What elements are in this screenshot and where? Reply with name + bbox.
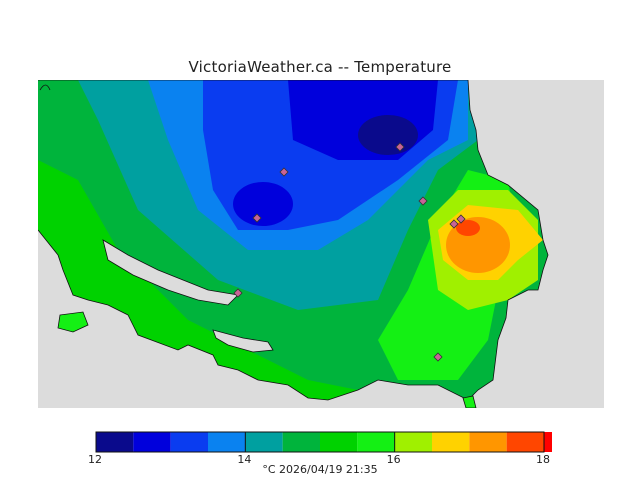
inlet-water [102, 239, 239, 306]
legend-tick-label: 18 [536, 453, 550, 466]
station-marker [433, 352, 443, 362]
page-title: VictoriaWeather.ca -- Temperature [188, 58, 452, 76]
temperature-map [38, 80, 604, 408]
weather-stations [233, 142, 466, 362]
legend-bin [469, 432, 507, 452]
legend-tick-label: 14 [237, 453, 252, 466]
legend-bin [394, 432, 432, 452]
legend-bin [432, 432, 470, 452]
legend-bin [170, 432, 208, 452]
station-marker [233, 288, 243, 298]
legend-bin [544, 432, 552, 452]
coastline-detail [39, 84, 51, 91]
station-marker [395, 142, 405, 152]
legend-bin [357, 432, 395, 452]
legend-bin [208, 432, 246, 452]
legend-bin [506, 432, 544, 452]
legend-bin [96, 432, 134, 452]
islet-south [462, 395, 477, 408]
station-marker [252, 213, 262, 223]
station-marker [456, 214, 466, 224]
station-marker [279, 167, 289, 177]
harbour-water [212, 329, 274, 353]
legend-tick-label: 16 [386, 453, 401, 466]
legend-bin [282, 432, 320, 452]
legend-tick-label: 12 [88, 453, 102, 466]
legend-bin [320, 432, 358, 452]
legend-bin [133, 432, 171, 452]
coastline [38, 80, 549, 401]
station-marker [449, 219, 459, 229]
timestamp-label: °C 2026/04/19 21:35 [262, 463, 378, 476]
islet [57, 311, 89, 333]
station-marker [418, 196, 428, 206]
legend-bin [245, 432, 283, 452]
